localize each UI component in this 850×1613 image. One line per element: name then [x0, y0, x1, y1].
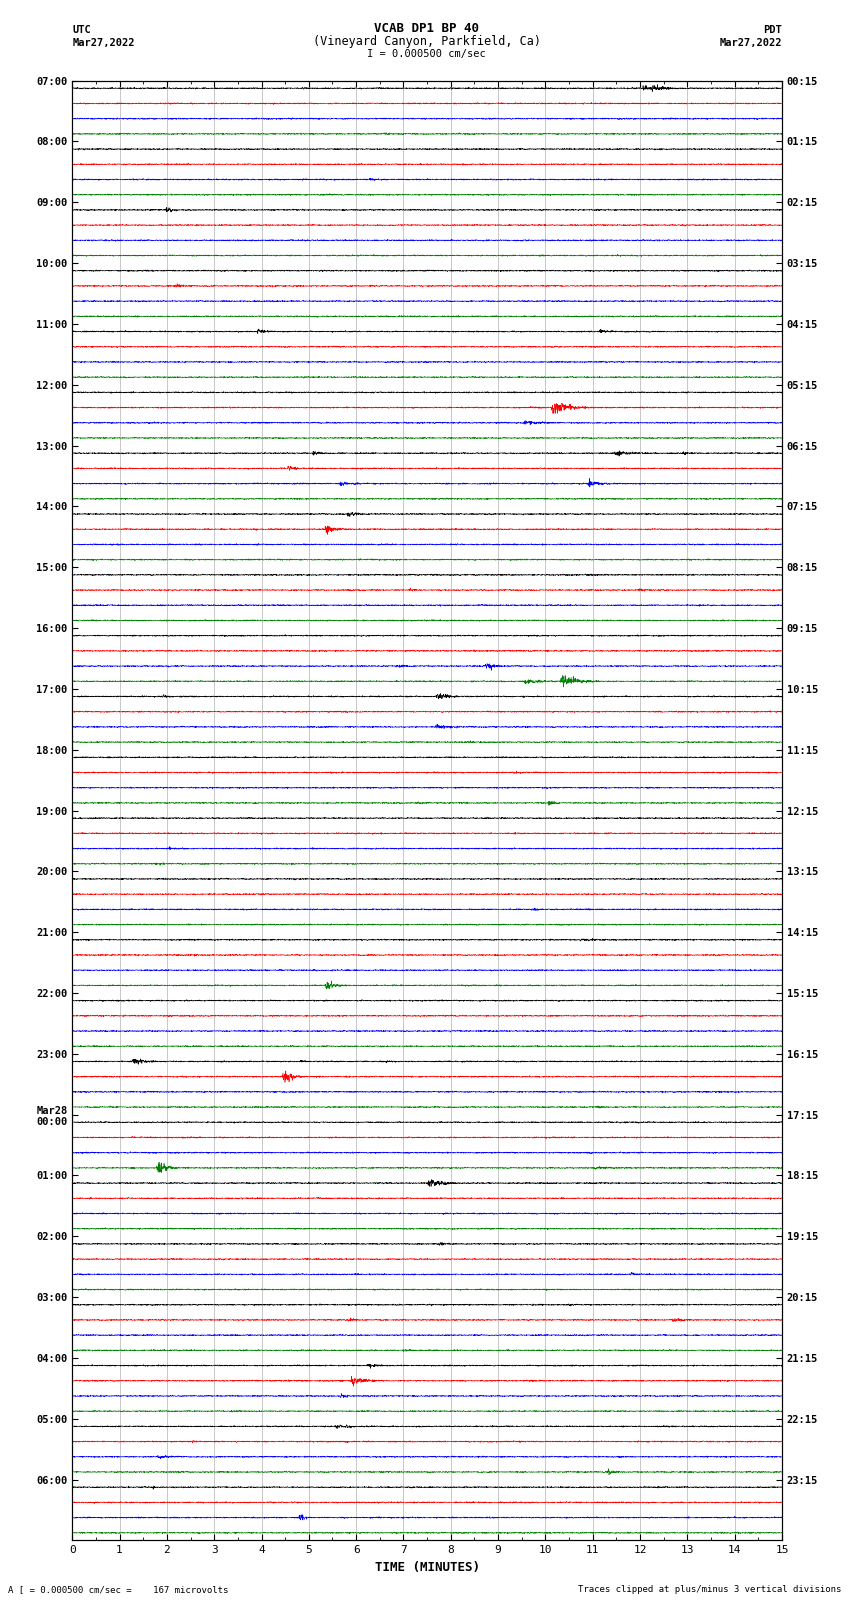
Text: Traces clipped at plus/minus 3 vertical divisions: Traces clipped at plus/minus 3 vertical …: [578, 1584, 842, 1594]
Text: A [ = 0.000500 cm/sec =    167 microvolts: A [ = 0.000500 cm/sec = 167 microvolts: [8, 1584, 229, 1594]
Text: I = 0.000500 cm/sec: I = 0.000500 cm/sec: [367, 48, 486, 58]
Text: PDT: PDT: [763, 24, 782, 35]
Text: Mar27,2022: Mar27,2022: [72, 37, 135, 47]
Text: VCAB DP1 BP 40: VCAB DP1 BP 40: [374, 21, 479, 35]
Text: (Vineyard Canyon, Parkfield, Ca): (Vineyard Canyon, Parkfield, Ca): [313, 34, 541, 47]
Text: Mar27,2022: Mar27,2022: [719, 37, 782, 47]
Text: UTC: UTC: [72, 24, 91, 35]
X-axis label: TIME (MINUTES): TIME (MINUTES): [375, 1561, 479, 1574]
